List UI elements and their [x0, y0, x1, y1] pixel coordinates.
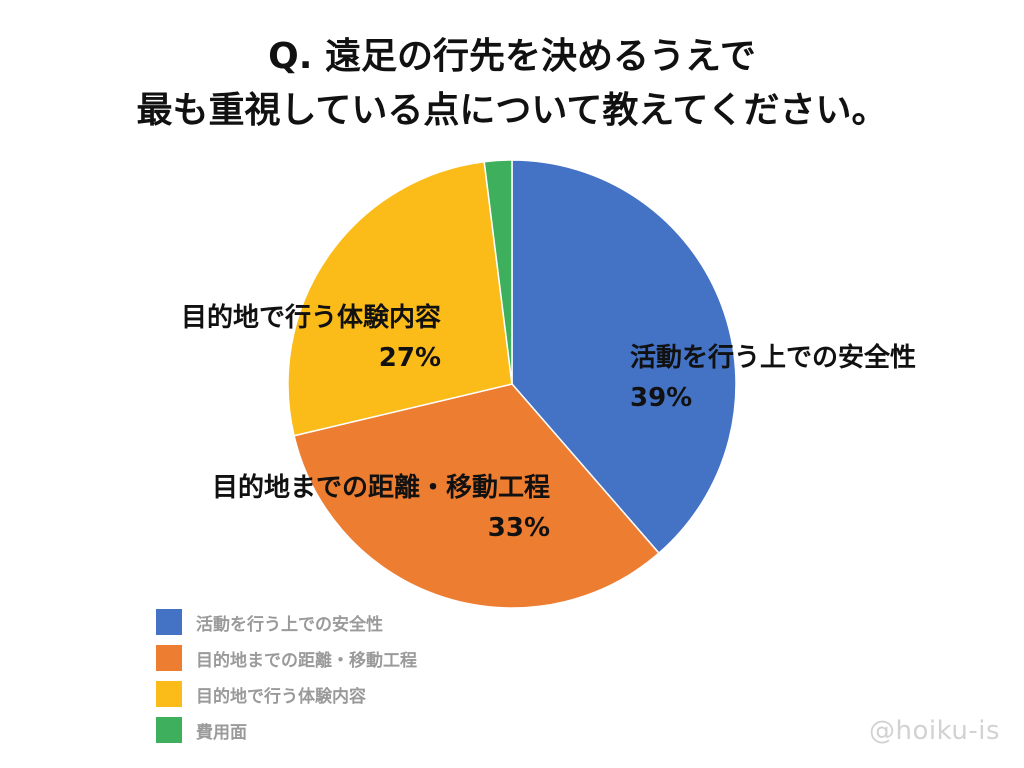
legend-label-experience: 目的地で行う体験内容 [196, 686, 366, 707]
legend-label-safety: 活動を行う上での安全性 [196, 614, 383, 635]
slice-label-distance: 目的地までの距離・移動工程 33% [212, 468, 550, 548]
pie-slice-experience [287, 160, 513, 437]
pie-slice-distance [293, 383, 660, 609]
slice-label-experience-name: 目的地で行う体験内容 [180, 303, 441, 333]
chart-title: Q. 遠足の行先を決めるうえで 最も重視している点について教えてください。 [0, 30, 1024, 138]
watermark: @hoiku-is [869, 716, 1000, 746]
slice-label-distance-pct: 33% [487, 513, 550, 543]
slice-label-safety-pct: 39% [630, 383, 693, 413]
legend-item-safety: 活動を行う上での安全性 [156, 604, 417, 640]
chart-legend: 活動を行う上での安全性 目的地までの距離・移動工程 目的地で行う体験内容 費用面 [156, 604, 417, 748]
legend-item-cost: 費用面 [156, 712, 417, 748]
legend-swatch-experience [156, 681, 182, 707]
legend-item-distance: 目的地までの距離・移動工程 [156, 640, 417, 676]
legend-item-experience: 目的地で行う体験内容 [156, 676, 417, 712]
chart-title-line-1: Q. 遠足の行先を決めるうえで [268, 36, 756, 77]
legend-swatch-distance [156, 645, 182, 671]
pie-slice-cost [483, 159, 513, 385]
pie-slice-safety [511, 159, 737, 555]
slice-label-safety: 活動を行う上での安全性 39% [630, 338, 916, 418]
slice-label-distance-name: 目的地までの距離・移動工程 [211, 473, 550, 503]
slice-label-safety-name: 活動を行う上での安全性 [630, 343, 917, 373]
slice-label-experience-pct: 27% [378, 343, 441, 373]
legend-label-distance: 目的地までの距離・移動工程 [196, 650, 417, 671]
slice-label-experience: 目的地で行う体験内容 27% [181, 298, 441, 378]
chart-title-line-2: 最も重視している点について教えてください。 [136, 90, 888, 131]
legend-swatch-cost [156, 717, 182, 743]
legend-label-cost: 費用面 [196, 722, 247, 743]
legend-swatch-safety [156, 609, 182, 635]
